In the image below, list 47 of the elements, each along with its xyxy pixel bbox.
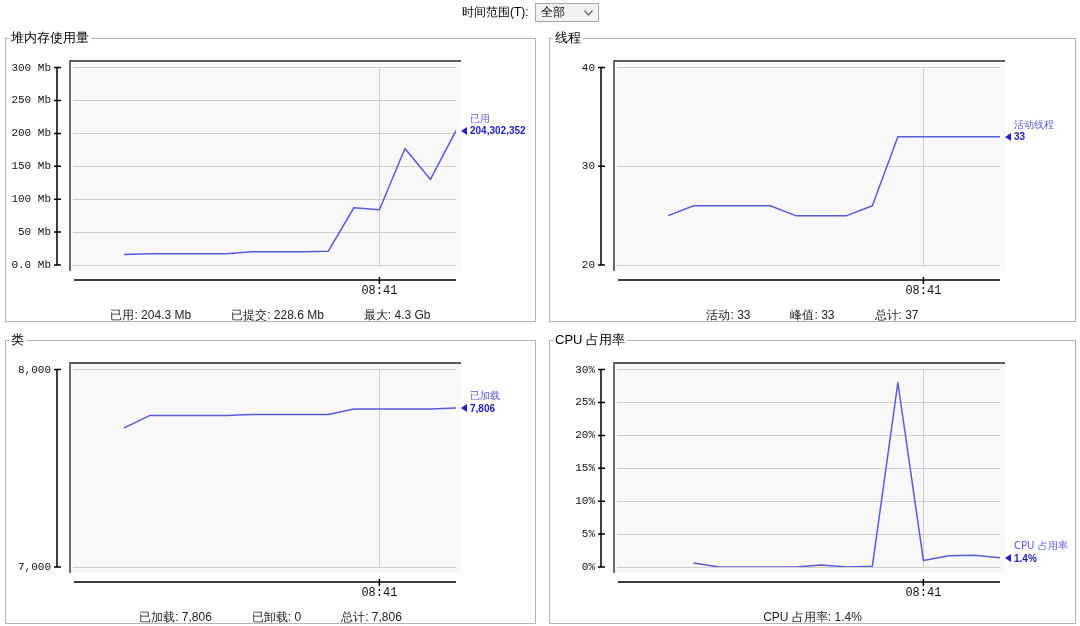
y-tick-label: 30% (575, 363, 596, 376)
text: 总计: 37 (874, 308, 919, 323)
y-tick-label: 5% (581, 528, 596, 541)
chart-title: 堆内存使用量 (9, 30, 91, 46)
x-tick-label: 08:41 (905, 284, 942, 299)
text: 峰值: 33 (790, 308, 835, 323)
y-tick-label: 25% (575, 396, 596, 409)
y-tick-label: 50 Mb (17, 226, 51, 239)
y-tick-label: 0% (581, 560, 596, 573)
chart-title: CPU 占用率 (553, 332, 628, 348)
y-tick-label: 100 Mb (11, 193, 51, 206)
x-tick-label: 08:41 (905, 586, 942, 601)
data-label: 1.4% (1014, 552, 1037, 564)
y-tick-label: 20 (581, 258, 595, 271)
y-tick-label: 200 Mb (11, 127, 51, 140)
text: CPU 占用率: 1.4% (763, 610, 862, 625)
text: 已卸载: 0 (251, 610, 302, 625)
x-tick-label: 08:41 (361, 586, 398, 601)
text: 已提交: 228.6 Mb (231, 308, 324, 323)
y-tick-label: 0.0 Mb (11, 258, 51, 271)
text: 总计: 7,806 (341, 610, 402, 625)
series-label: 已用 (470, 113, 490, 125)
x-tick-label: 08:41 (361, 284, 398, 299)
y-tick-label: 20% (575, 429, 596, 442)
text: 已用: 204.3 Mb (110, 308, 192, 323)
text: 时间范围(T): (462, 4, 529, 21)
series-label: CPU 占用率 (1014, 540, 1068, 552)
y-tick-label: 300 Mb (11, 61, 51, 74)
series-label: 已加载 (470, 390, 500, 402)
data-label: 7,806 (470, 402, 496, 414)
text: 已加载: 7,806 (139, 610, 212, 625)
data-label: 33 (1014, 131, 1026, 143)
chart-title: 线程 (553, 30, 583, 46)
series-label: 活动线程 (1014, 119, 1054, 131)
text: 最大: 4.3 Gb (363, 308, 431, 323)
y-tick-label: 8,000 (17, 363, 51, 376)
y-tick-label: 40 (581, 61, 595, 74)
y-tick-label: 10% (575, 495, 596, 508)
text: 活动: 33 (706, 308, 751, 323)
y-tick-label: 250 Mb (11, 94, 51, 107)
chart-title: 类 (9, 332, 26, 348)
text: 204,302,352 (470, 125, 527, 137)
y-tick-label: 150 Mb (11, 160, 51, 173)
y-tick-label: 7,000 (17, 560, 51, 573)
y-tick-label: 30 (581, 160, 595, 173)
y-tick-label: 15% (575, 462, 596, 475)
dropdown-field: 全部 (534, 3, 599, 22)
